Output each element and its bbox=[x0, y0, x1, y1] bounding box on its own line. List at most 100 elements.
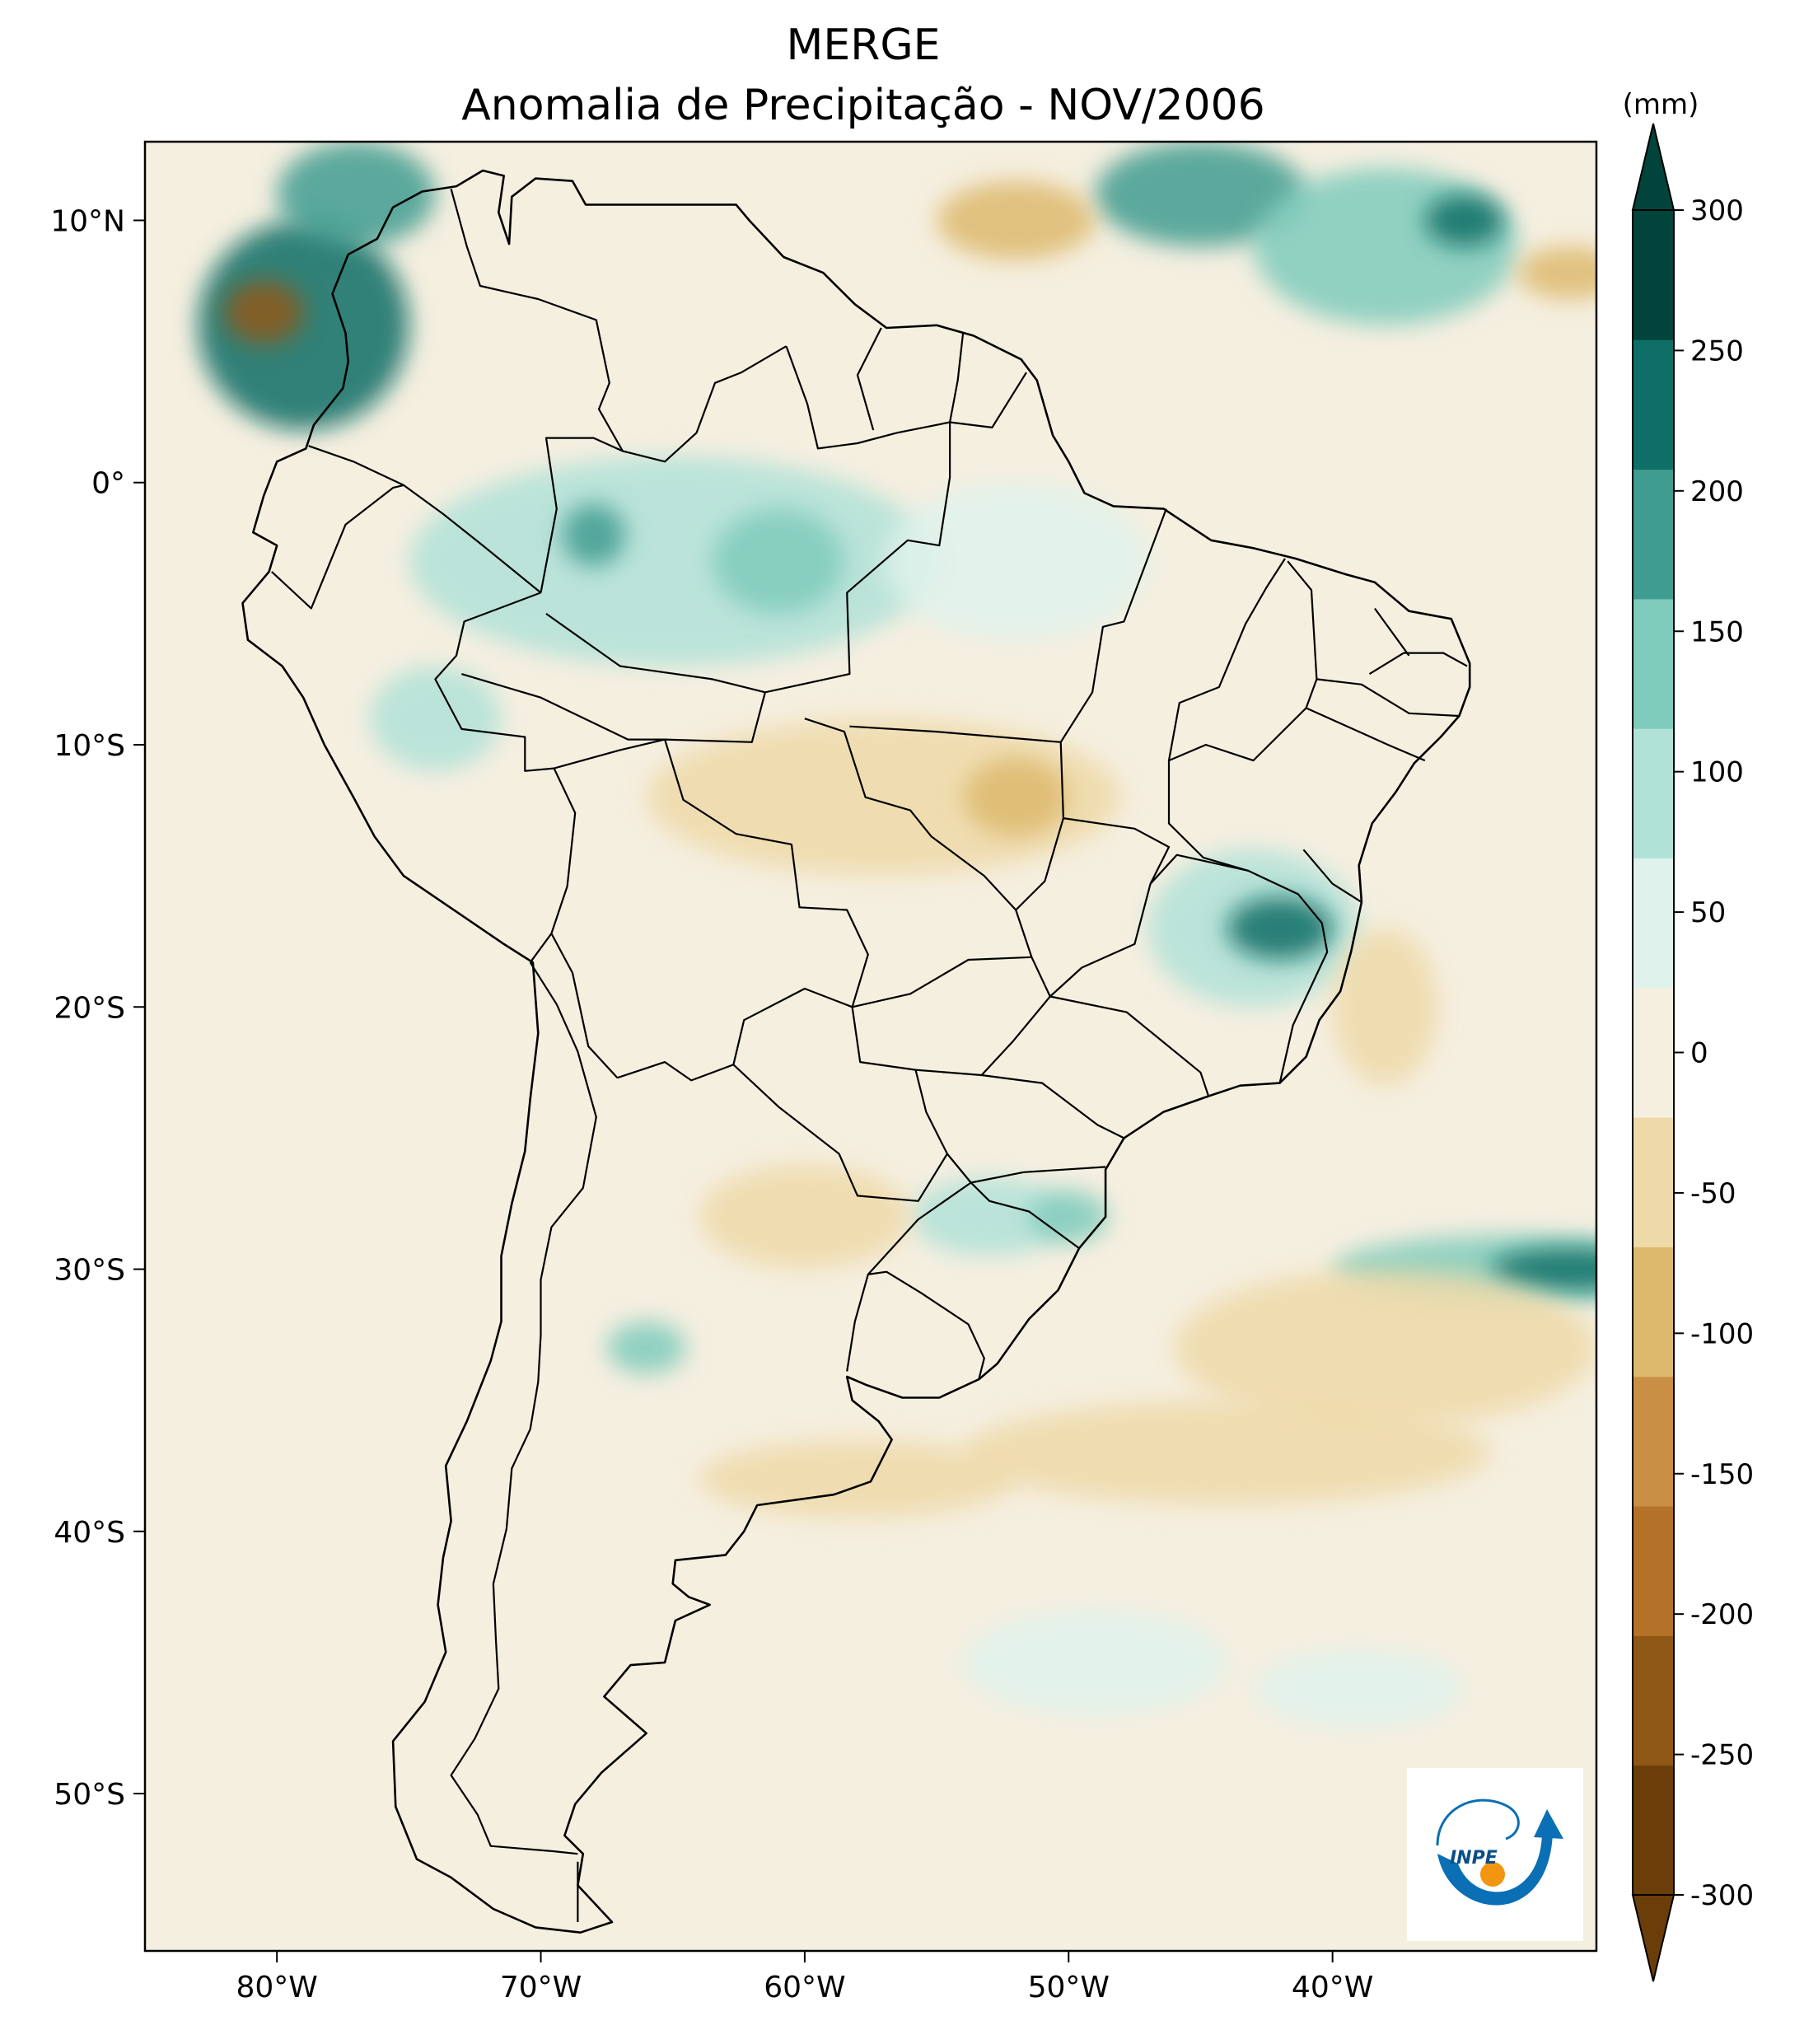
anomaly-region bbox=[224, 280, 304, 344]
colorbar-tick-label: 150 bbox=[1690, 615, 1744, 648]
colorbar-segment bbox=[1633, 1247, 1674, 1377]
border-line bbox=[308, 445, 404, 486]
border-line bbox=[1049, 995, 1210, 1097]
colorbar-segment bbox=[1633, 987, 1674, 1118]
anomaly-region bbox=[1174, 1269, 1596, 1427]
anomaly-region bbox=[277, 142, 436, 247]
border-line bbox=[896, 372, 1027, 434]
border-line bbox=[852, 956, 1032, 1008]
border-line bbox=[450, 189, 624, 452]
anomaly-region bbox=[1253, 1649, 1465, 1728]
border-line bbox=[461, 673, 666, 741]
border-line bbox=[1015, 741, 1064, 911]
colorbar-tick-label: -200 bbox=[1690, 1598, 1754, 1631]
border-line bbox=[1374, 607, 1410, 657]
anomaly-region bbox=[646, 718, 1122, 877]
inpe-logo-text: INPE bbox=[1450, 1848, 1498, 1869]
border-line bbox=[1287, 560, 1426, 762]
anomaly-region bbox=[937, 180, 1096, 260]
lat-tick-label: 20°S bbox=[54, 991, 125, 1025]
lon-tick-label: 50°W bbox=[1028, 1971, 1110, 2004]
lon-tick-label: 80°W bbox=[236, 1971, 317, 2004]
lat-tick-label: 40°S bbox=[54, 1516, 125, 1550]
colorbar-segment bbox=[1633, 1635, 1674, 1766]
anomaly-region bbox=[963, 757, 1069, 837]
colorbar-segment bbox=[1633, 858, 1674, 989]
anomaly-region bbox=[1490, 1248, 1596, 1290]
anomaly-field bbox=[198, 142, 1596, 1728]
latitude-axis: 10°N 0° 10°S 20°S 30°S 40°S 50°S bbox=[50, 204, 145, 1812]
colorbar-tick-label: -150 bbox=[1690, 1458, 1754, 1491]
borders-layer bbox=[271, 189, 1468, 1922]
anomaly-region bbox=[1029, 1190, 1109, 1243]
border-line bbox=[1059, 508, 1167, 743]
colorbar-tick-label: 250 bbox=[1690, 334, 1744, 367]
border-line bbox=[271, 484, 542, 610]
colorbar-tick-label: -100 bbox=[1690, 1317, 1754, 1350]
colorbar-tick-label: 100 bbox=[1690, 756, 1744, 789]
longitude-axis: 80°W 70°W 60°W 50°W 40°W bbox=[236, 1951, 1373, 2004]
colorbar-tick-label: -250 bbox=[1690, 1739, 1754, 1772]
colorbar-segment bbox=[1633, 210, 1674, 340]
anomaly-region bbox=[198, 220, 409, 431]
border-line bbox=[545, 613, 766, 694]
anomaly-region bbox=[712, 508, 844, 614]
colorbar-unit: (mm) bbox=[1623, 88, 1699, 121]
border-line bbox=[785, 345, 898, 450]
lon-tick-label: 40°W bbox=[1292, 1971, 1373, 2004]
border-line bbox=[550, 933, 619, 1078]
anomaly-region bbox=[699, 1439, 1017, 1518]
border-line bbox=[665, 422, 951, 743]
border-line bbox=[804, 718, 1051, 997]
colorbar-tick-label: 300 bbox=[1690, 194, 1744, 227]
border-line bbox=[1368, 652, 1468, 676]
colorbar-tick-label: 0 bbox=[1690, 1037, 1708, 1070]
border-line bbox=[915, 995, 1051, 1077]
border-line bbox=[1316, 678, 1460, 718]
border-line bbox=[981, 1073, 1124, 1139]
border-line bbox=[970, 1181, 1080, 1249]
colorbar-ticks: 300 250 200 150 100 50 0 -50 -100 -150 -200 -250 -30… bbox=[1674, 194, 1754, 1912]
border-line bbox=[540, 345, 787, 593]
map-panel: 80°W 70°W 60°W 50°W 40°W 10°N 0° 10°S 20°S 30°S 4… bbox=[50, 140, 1598, 2004]
colorbar-tick-label: -300 bbox=[1690, 1879, 1754, 1912]
anomaly-region bbox=[1517, 246, 1596, 299]
border-line bbox=[856, 327, 882, 431]
colorbar-segment bbox=[1633, 339, 1674, 470]
anomaly-region bbox=[369, 666, 502, 771]
border-line bbox=[450, 961, 597, 1855]
anomaly-region bbox=[963, 1610, 1227, 1715]
border-line bbox=[846, 1274, 869, 1372]
anomaly-region bbox=[1424, 194, 1504, 247]
anomaly-region bbox=[1227, 896, 1333, 960]
colorbar-segment bbox=[1633, 469, 1674, 600]
south-america-coastline bbox=[241, 169, 1471, 1934]
inpe-logo: INPE bbox=[1407, 1768, 1583, 1941]
border-line bbox=[1167, 558, 1286, 761]
anomaly-region bbox=[562, 503, 626, 567]
colorbar-segment bbox=[1633, 1376, 1674, 1507]
colorbar-tick-label: 50 bbox=[1690, 896, 1726, 929]
anomaly-region bbox=[963, 1400, 1491, 1505]
colorbar-segment bbox=[1633, 1765, 1674, 1896]
anomaly-region bbox=[1253, 167, 1517, 325]
lat-tick-label: 0° bbox=[91, 467, 125, 501]
colorbar-segment bbox=[1633, 1117, 1674, 1247]
lat-tick-label: 10°N bbox=[50, 204, 125, 238]
colorbar-segment bbox=[1633, 1506, 1674, 1636]
anomaly-region bbox=[884, 482, 1148, 640]
colorbar-tick-label: 200 bbox=[1690, 475, 1744, 508]
anomaly-region bbox=[699, 1164, 911, 1270]
border-line bbox=[1149, 854, 1329, 1083]
anomaly-region bbox=[606, 1321, 686, 1374]
border-line bbox=[1302, 849, 1362, 903]
lon-tick-label: 70°W bbox=[500, 1971, 582, 2004]
colorbar-tick-label: -50 bbox=[1690, 1177, 1736, 1210]
border-line bbox=[849, 725, 1061, 743]
lat-tick-label: 50°S bbox=[54, 1778, 125, 1812]
inpe-orbit-icon bbox=[1436, 1798, 1563, 1906]
lat-tick-label: 30°S bbox=[54, 1254, 125, 1288]
border-line bbox=[867, 1153, 985, 1380]
coastline-layer bbox=[241, 169, 1471, 1934]
